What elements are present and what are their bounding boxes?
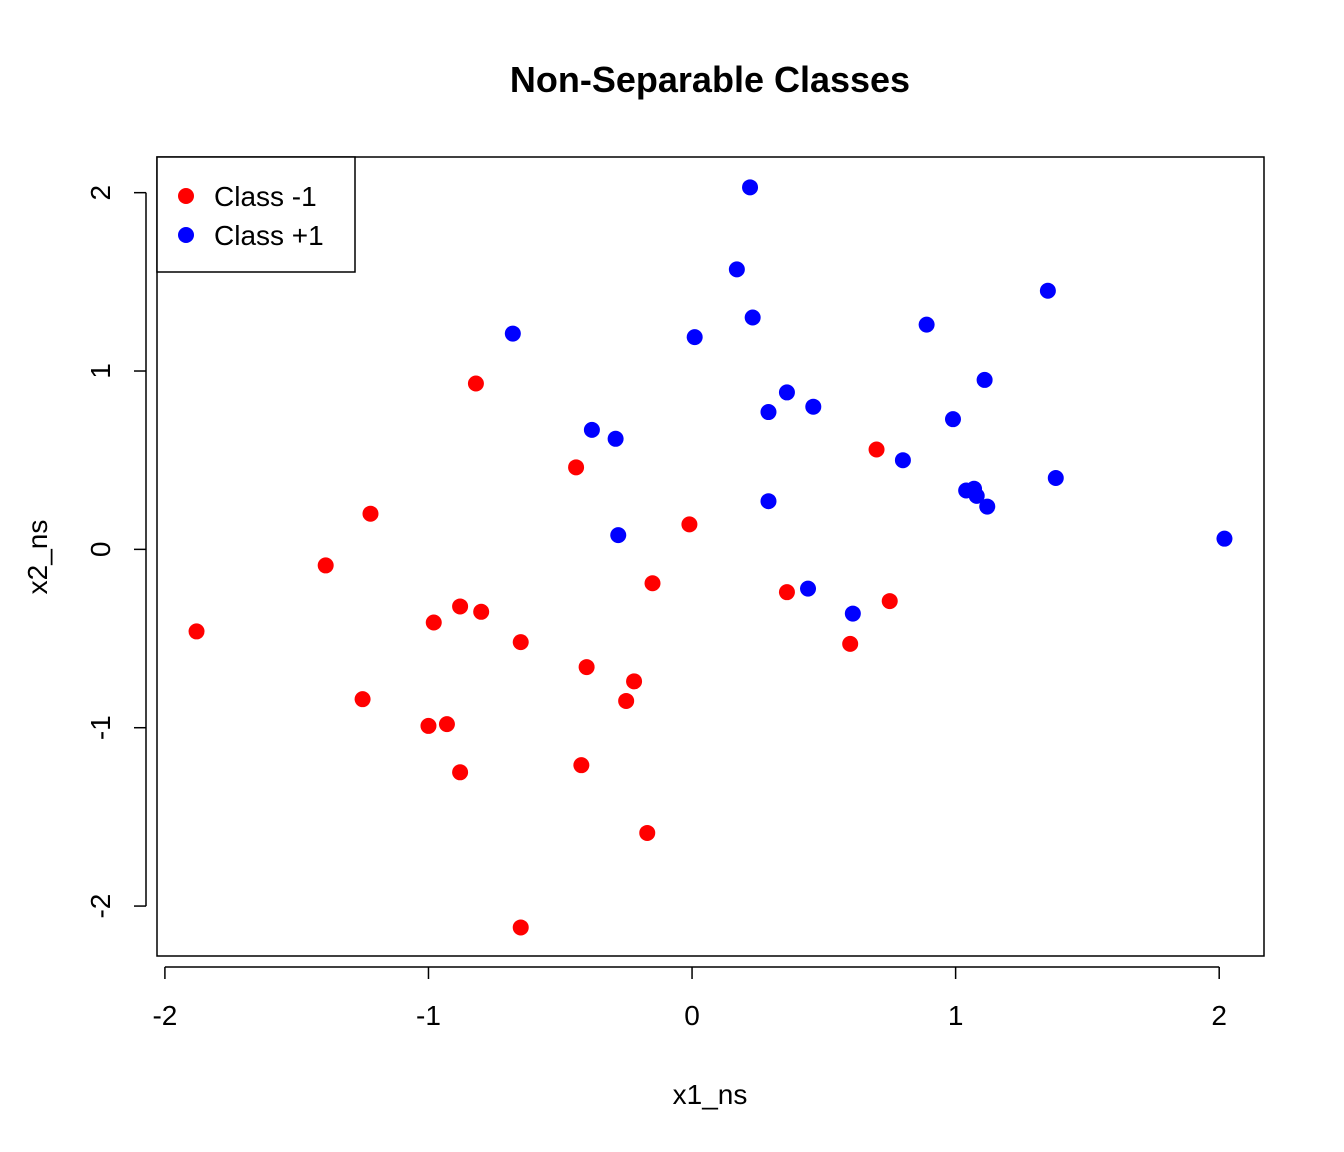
y-tick-label: 1 xyxy=(85,363,116,379)
point-class-neg xyxy=(644,575,661,592)
point-class-neg xyxy=(188,623,205,640)
point-class-neg xyxy=(868,441,885,458)
y-tick-label: 0 xyxy=(85,542,116,558)
legend-label-class-neg: Class -1 xyxy=(214,181,317,212)
point-class-pos xyxy=(1047,470,1064,487)
point-class-neg xyxy=(452,764,469,781)
point-class-neg xyxy=(881,593,898,610)
point-class-neg xyxy=(452,598,469,615)
point-class-neg xyxy=(317,557,334,574)
y-axis-label: x2_ns xyxy=(22,520,53,595)
point-class-pos xyxy=(583,421,600,438)
point-class-pos xyxy=(610,527,627,544)
x-tick-label: 1 xyxy=(948,1000,964,1031)
point-class-pos xyxy=(744,309,761,326)
point-class-neg xyxy=(420,717,437,734)
point-class-pos xyxy=(1039,282,1056,299)
chart-title: Non-Separable Classes xyxy=(510,59,910,100)
point-class-pos xyxy=(760,404,777,421)
point-class-pos xyxy=(894,452,911,469)
point-class-neg xyxy=(512,919,529,936)
legend-label-class-pos: Class +1 xyxy=(214,220,324,251)
point-class-neg xyxy=(354,691,371,708)
x-tick-label: 0 xyxy=(684,1000,700,1031)
y-axis: -2 -1 0 1 2 xyxy=(85,185,147,919)
y-tick-label: -2 xyxy=(85,894,116,919)
point-class-neg xyxy=(425,614,442,631)
point-class-pos xyxy=(944,411,961,428)
point-class-neg xyxy=(639,824,656,841)
point-class-pos xyxy=(918,316,935,333)
point-class-pos xyxy=(800,580,817,597)
point-class-pos xyxy=(844,605,861,622)
point-class-neg xyxy=(842,635,859,652)
point-class-neg xyxy=(362,505,379,522)
point-class-neg xyxy=(473,603,490,620)
x-axis-label: x1_ns xyxy=(673,1079,748,1110)
point-class-pos xyxy=(760,493,777,510)
point-class-pos xyxy=(686,329,703,346)
legend: Class -1 Class +1 xyxy=(156,156,356,273)
legend-marker-class-neg xyxy=(178,188,194,204)
point-class-neg xyxy=(568,459,585,476)
y-tick-label: -1 xyxy=(85,715,116,740)
point-class-neg xyxy=(778,584,795,601)
point-class-pos xyxy=(976,371,993,388)
x-tick-label: 2 xyxy=(1211,1000,1227,1031)
point-class-pos xyxy=(979,498,996,515)
x-tick-label: -1 xyxy=(416,1000,441,1031)
point-class-pos xyxy=(607,430,624,447)
point-class-neg xyxy=(578,659,595,676)
legend-box xyxy=(156,156,356,273)
x-axis: -2 -1 0 1 2 xyxy=(152,966,1227,1031)
point-class-neg xyxy=(573,757,590,774)
point-class-pos xyxy=(805,398,822,415)
point-class-neg xyxy=(626,673,643,690)
y-tick-label: 2 xyxy=(85,185,116,201)
point-class-neg xyxy=(438,716,455,733)
data-points xyxy=(188,179,1233,936)
legend-marker-class-pos xyxy=(178,227,194,243)
point-class-pos xyxy=(742,179,759,196)
point-class-pos xyxy=(504,325,521,342)
point-class-neg xyxy=(467,375,484,392)
plot-frame xyxy=(156,156,1265,957)
point-class-neg xyxy=(512,634,529,651)
x-tick-label: -2 xyxy=(152,1000,177,1031)
point-class-pos xyxy=(968,487,985,504)
point-class-neg xyxy=(618,692,635,709)
point-class-pos xyxy=(728,261,745,278)
point-class-pos xyxy=(1216,530,1233,547)
point-class-pos xyxy=(778,384,795,401)
point-class-neg xyxy=(681,516,698,533)
